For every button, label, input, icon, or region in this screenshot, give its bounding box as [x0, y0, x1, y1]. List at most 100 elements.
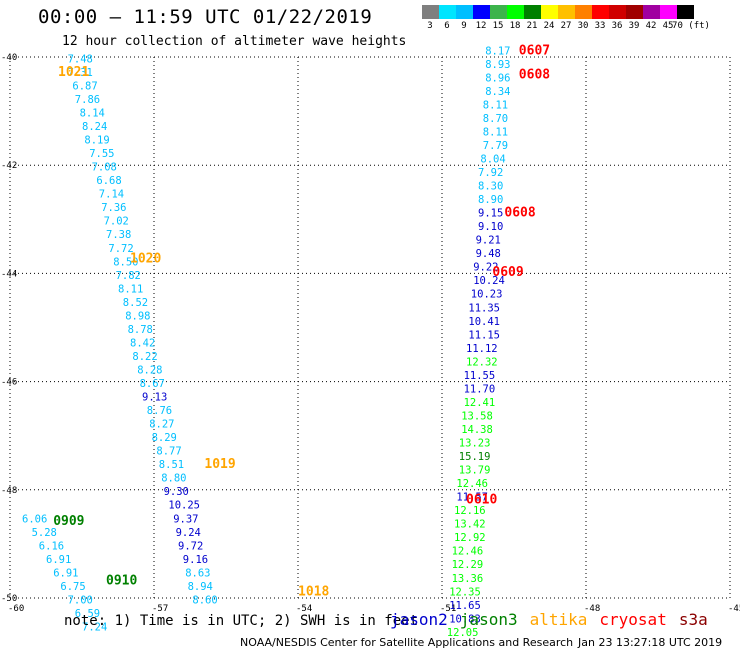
- track-id-label: 0607: [519, 43, 550, 58]
- wave-height-value: 10.23: [471, 289, 503, 301]
- x-tick-label: -45: [728, 604, 740, 614]
- units-note: note: 1) Time is in UTC; 2) SWH is in fe…: [64, 613, 419, 629]
- wave-height-value: 15.19: [459, 451, 491, 463]
- track-id-label: 0609: [492, 265, 523, 280]
- wave-height-value: 8.76: [147, 405, 172, 417]
- color-swatch: [524, 5, 541, 19]
- wave-height-value: 6.59: [75, 608, 100, 620]
- track-id-label: 1019: [204, 457, 235, 472]
- color-scale-label: 18: [509, 21, 521, 31]
- wave-height-values: 7.48 7.316.87 7.86 8.148.24 8.197.55 7.086.68…: [22, 45, 510, 639]
- color-swatch: [422, 5, 439, 19]
- wave-height-value: 8.50: [113, 256, 138, 268]
- wave-height-value: 12.92: [454, 532, 486, 544]
- chart-subtitle: 12 hour collection of altimeter wave hei…: [62, 34, 407, 49]
- wave-height-value: 8.29: [152, 432, 177, 444]
- wave-height-value: 11.70: [464, 383, 496, 395]
- wave-height-value: 8.77: [156, 446, 181, 458]
- wave-height-value: 11.55: [464, 370, 496, 382]
- color-swatch: [626, 5, 643, 19]
- track-id-label: 0610: [466, 492, 497, 507]
- track-id-label: 0909: [53, 514, 84, 529]
- y-tick-label: -42: [1, 161, 17, 171]
- wave-height-value: 8.04: [480, 153, 505, 165]
- wave-height-value: 12.29: [452, 559, 484, 571]
- color-swatch: [541, 5, 558, 19]
- wave-height-value: 7.48: [68, 53, 93, 65]
- track-id-label: 0910: [106, 573, 137, 588]
- color-scale-label: 21: [526, 21, 538, 31]
- wave-height-value: 9.22: [473, 262, 498, 274]
- color-swatch: [660, 5, 677, 19]
- wave-height-value: 7.72: [108, 243, 133, 255]
- color-scale-label: 30: [577, 21, 589, 31]
- wave-height-value: 8.28: [137, 364, 162, 376]
- track-id-label: 0608: [504, 206, 535, 221]
- wave-height-value: 13.23: [459, 438, 491, 450]
- color-swatch: [592, 5, 609, 19]
- plot-grid: [9, 56, 731, 599]
- wave-height-value: 7.36: [101, 202, 126, 214]
- wave-height-value: 8.11: [118, 283, 143, 295]
- wave-height-value: 8.19: [84, 135, 109, 147]
- wave-height-value: 10.41: [468, 316, 500, 328]
- wave-height-value: 11.12: [466, 343, 498, 355]
- wave-height-value: 8.90: [478, 194, 503, 206]
- color-scale-label: 15: [492, 21, 504, 31]
- wave-height-value: 6.87: [72, 80, 97, 92]
- wave-height-value: 8.60: [192, 594, 217, 606]
- color-swatch: [473, 5, 490, 19]
- y-tick-label: -50: [1, 594, 17, 604]
- wave-height-value: 8.14: [80, 108, 105, 120]
- wave-height-value: 7.02: [104, 216, 129, 228]
- x-tick-label: -54: [296, 604, 312, 614]
- wave-height-value: 8.30: [478, 181, 503, 193]
- x-tick-label: -60: [8, 604, 24, 614]
- wave-height-value: 9.10: [478, 221, 503, 233]
- color-swatch: [575, 5, 592, 19]
- wave-height-value: 8.67: [140, 378, 165, 390]
- wave-height-value: 12.46: [456, 478, 488, 490]
- wave-height-value: 11.15: [468, 329, 500, 341]
- wave-height-value: 8.11: [483, 99, 508, 111]
- track-id-label: 1021: [58, 65, 89, 80]
- wave-height-value: 10.83: [449, 613, 481, 625]
- wave-height-value: 13.79: [459, 465, 491, 477]
- wave-height-value: 12.35: [449, 586, 481, 598]
- wave-height-value: 8.78: [128, 324, 153, 336]
- color-scale-label: 24: [543, 21, 555, 31]
- wave-height-value: 12.41: [464, 397, 496, 409]
- wave-height-value: 9.24: [176, 527, 201, 539]
- wave-height-value: 12.46: [452, 546, 484, 558]
- wave-height-value: 12.16: [454, 505, 486, 517]
- wave-height-value: 8.93: [485, 59, 510, 71]
- color-swatch: [609, 5, 626, 19]
- footer-timestamp: Jan 23 13:27:18 UTC 2019: [578, 636, 723, 649]
- color-swatch: [456, 5, 473, 19]
- x-tick-label: -48: [584, 604, 600, 614]
- color-swatch: [643, 5, 660, 19]
- x-tick-label: -51: [440, 604, 456, 614]
- x-tick-label: -57: [152, 604, 168, 614]
- track-id-label: 0608: [519, 68, 550, 83]
- wave-height-value: 12.32: [466, 356, 498, 368]
- track-labels: 1021 1020 1019 1018 0909 0910 0607 0608 0608 0609…: [53, 43, 550, 599]
- wave-height-value: 6.68: [96, 175, 121, 187]
- wave-height-value: 10.24: [473, 275, 505, 287]
- wave-height-value: 7.79: [483, 140, 508, 152]
- satellite-legend: jason2 jason3 altika cryosat s3a: [390, 610, 720, 629]
- legend-item-s3a: s3a: [678, 610, 708, 629]
- wave-height-value: 6.06: [22, 513, 47, 525]
- wave-height-value: 9.21: [476, 235, 501, 247]
- y-tick-label: -40: [1, 53, 17, 63]
- wave-height-value: 11.35: [468, 302, 500, 314]
- wave-height-value: 11.65: [449, 600, 481, 612]
- wave-height-value: 13.58: [461, 410, 493, 422]
- legend-item-altika: altika: [529, 610, 588, 629]
- wave-height-value: 9.72: [178, 540, 203, 552]
- color-scale-label: 27: [560, 21, 572, 31]
- footer-credit: NOAA/NESDIS Center for Satellite Applica…: [240, 636, 574, 649]
- wave-height-value: 8.70: [483, 113, 508, 125]
- wave-height-value: 12.05: [447, 627, 479, 639]
